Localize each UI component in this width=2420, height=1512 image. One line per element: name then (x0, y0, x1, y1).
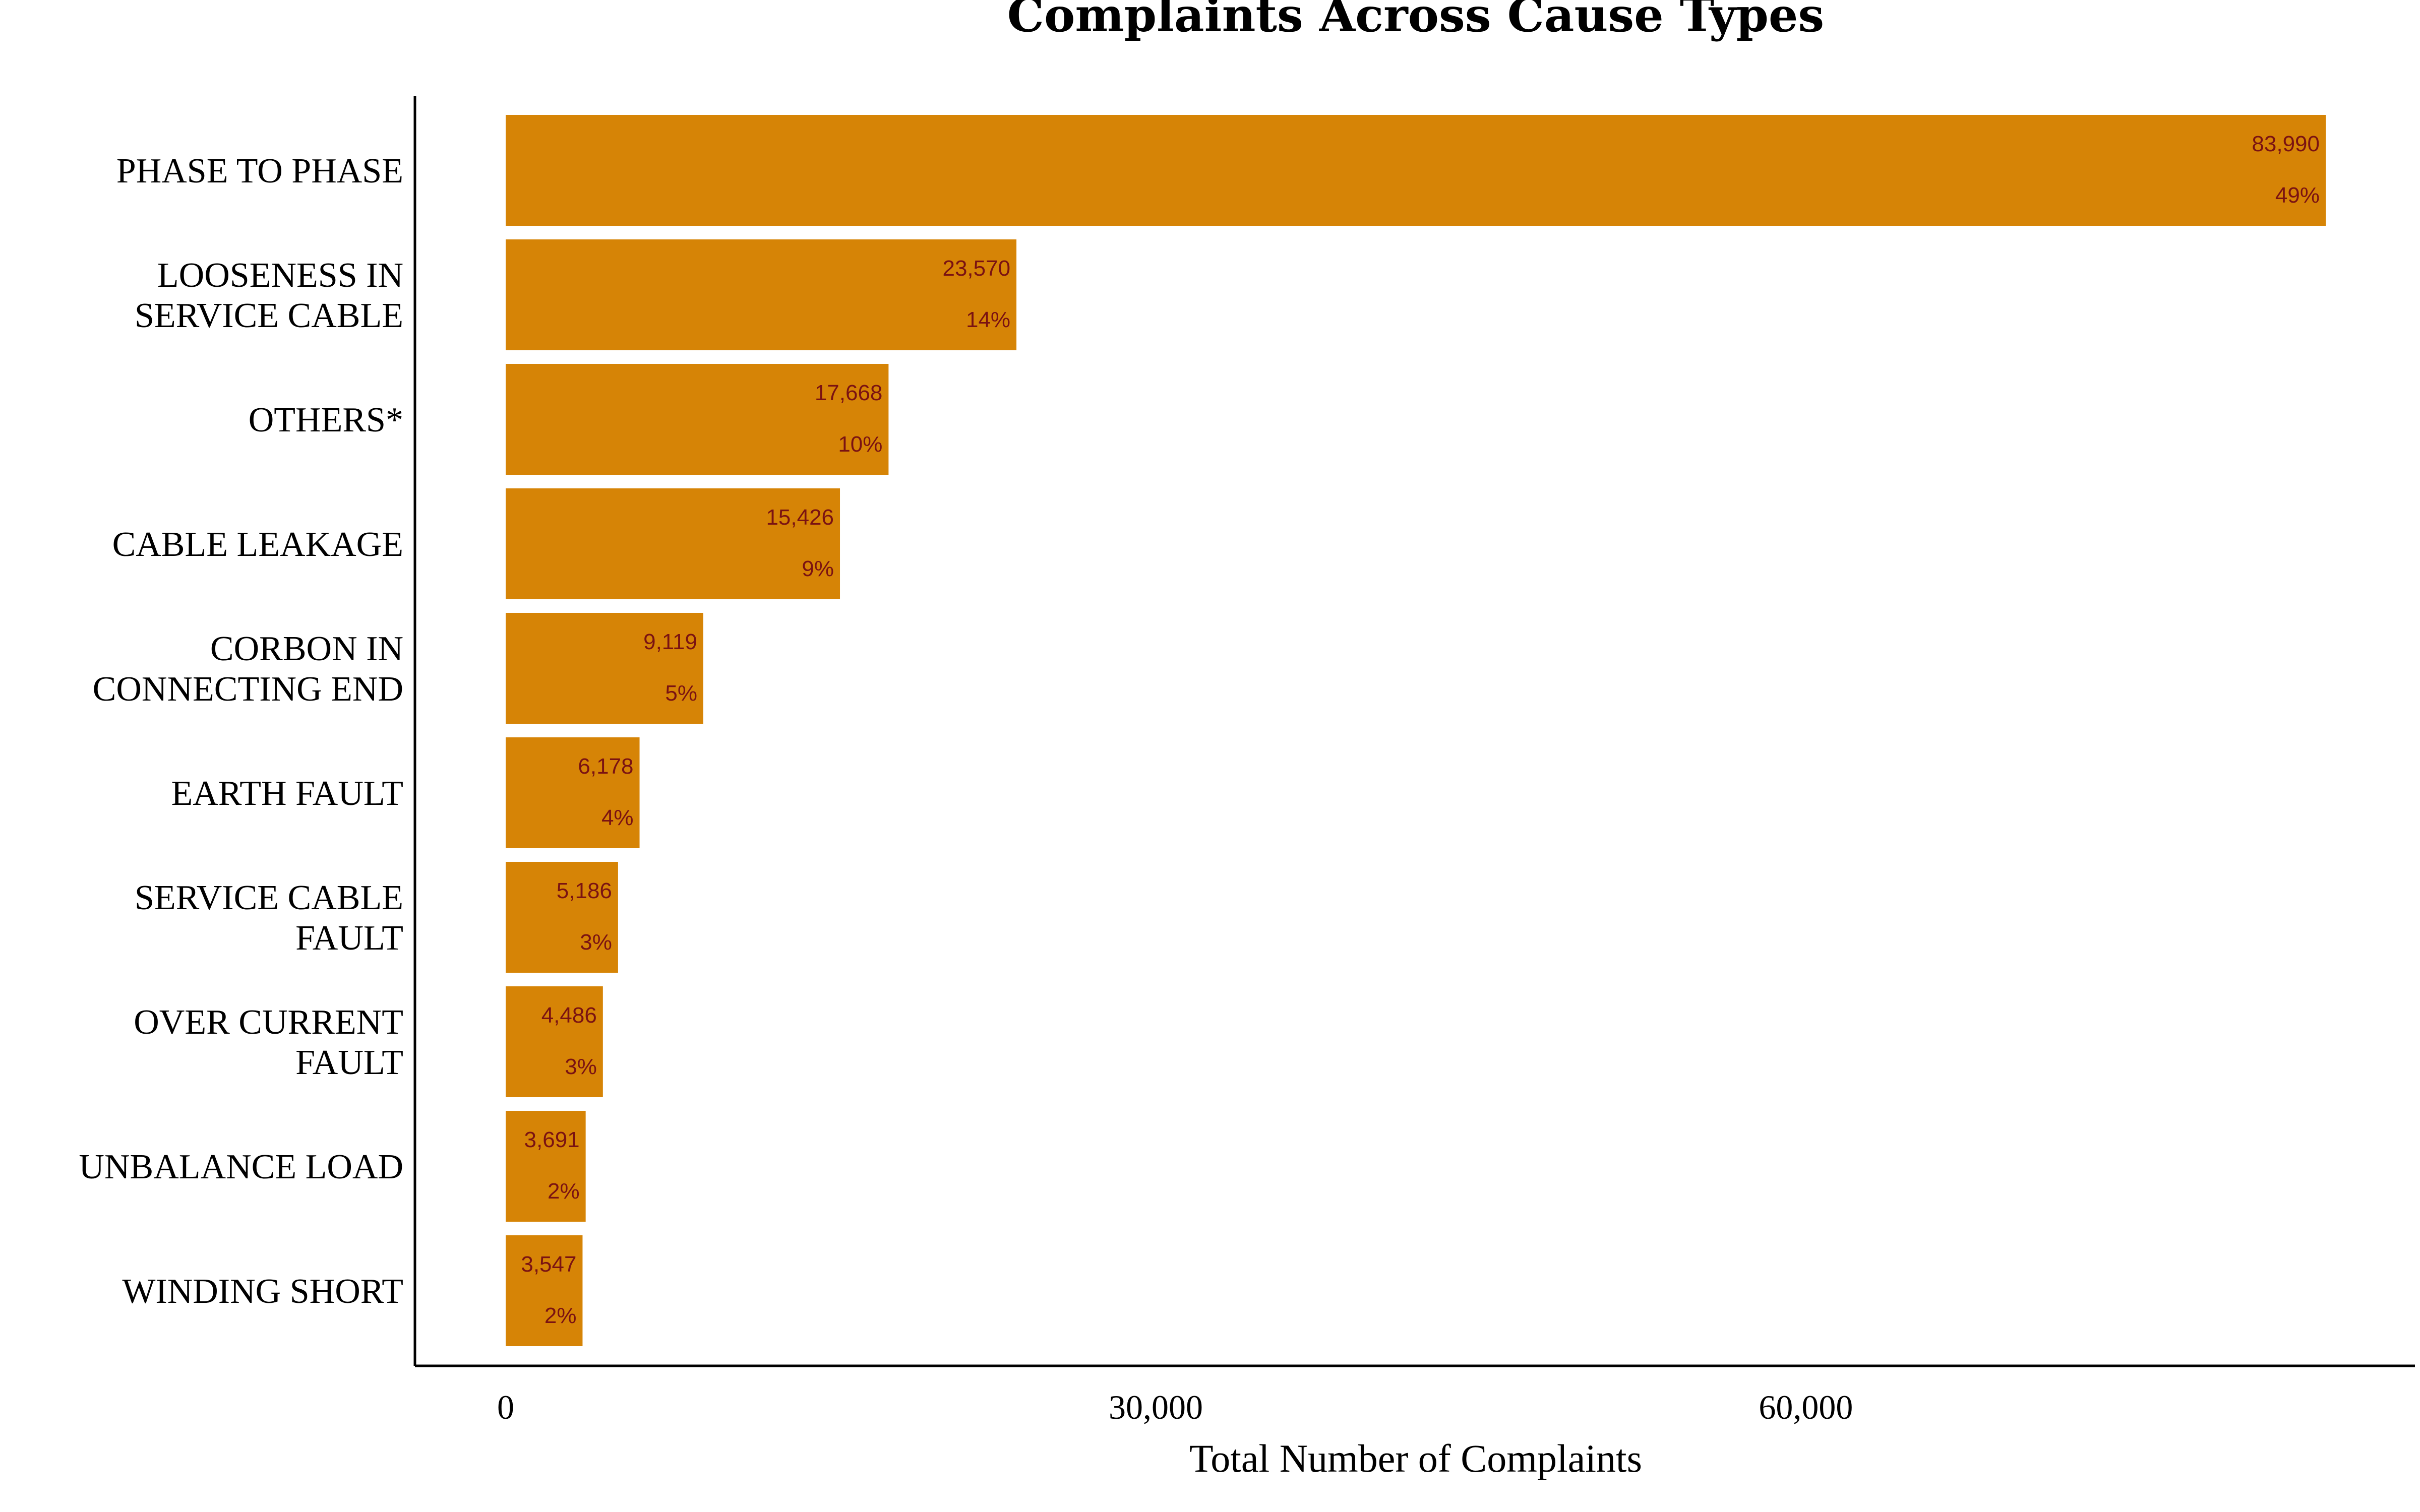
category-label-line: FAULT (295, 919, 403, 958)
category-label-9: WINDING SHORT (122, 1272, 403, 1311)
x-tick-label-0: 0 (497, 1388, 514, 1426)
category-label-line: CONNECTING END (93, 670, 403, 709)
x-tick-label-2: 60,000 (1759, 1388, 1853, 1426)
percent-label-7: 3% (565, 1054, 597, 1079)
bar-1 (506, 239, 1017, 350)
category-label-line: OVER CURRENT (134, 1003, 403, 1042)
bar-9 (506, 1235, 583, 1346)
category-label-line: FAULT (295, 1043, 403, 1082)
category-label-4: CORBON IN CONNECTING END (93, 629, 403, 709)
bar-0 (506, 115, 2326, 226)
bar-3 (506, 488, 840, 599)
bar-7 (506, 986, 603, 1097)
category-label-line: LOOSENESS IN (157, 256, 403, 295)
percent-label-8: 2% (548, 1179, 580, 1204)
percent-label-1: 14% (966, 307, 1010, 332)
percent-label-4: 5% (665, 681, 697, 706)
bar-6 (506, 862, 618, 973)
category-label-3: CABLE LEAKAGE (112, 525, 403, 564)
bar-2 (506, 364, 889, 475)
percent-label-3: 9% (802, 556, 834, 581)
value-label-5: 6,178 (578, 754, 633, 779)
category-label-2: OTHERS* (249, 401, 403, 439)
value-label-7: 4,486 (541, 1003, 597, 1028)
category-label-line: CABLE LEAKAGE (112, 525, 403, 564)
category-label-line: PHASE TO PHASE (116, 152, 403, 191)
bar-4 (506, 613, 703, 724)
x-tick-label-1: 30,000 (1109, 1388, 1203, 1426)
bars-group: 83,990 49% 23,570 14% 17,668 10% 15,426 9% 9,119… (506, 115, 2326, 1346)
category-label-7: OVER CURRENT FAULT (134, 1003, 403, 1082)
category-label-5: EARTH FAULT (171, 774, 403, 813)
value-label-1: 23,570 (942, 256, 1010, 281)
category-label-line: SERVICE CABLE (135, 296, 403, 335)
percent-label-0: 49% (2275, 183, 2320, 208)
x-axis-title: Total Number of Complaints (1189, 1436, 1642, 1480)
percent-label-9: 2% (544, 1303, 577, 1328)
category-label-line: OTHERS* (249, 401, 403, 439)
value-label-0: 83,990 (2252, 132, 2320, 156)
value-label-3: 15,426 (766, 505, 834, 530)
category-label-line: UNBALANCE LOAD (79, 1148, 403, 1186)
value-label-8: 3,691 (524, 1127, 580, 1152)
percent-label-2: 10% (838, 432, 882, 457)
bar-5 (506, 737, 640, 848)
category-label-line: EARTH FAULT (171, 774, 403, 813)
category-label-line: WINDING SHORT (122, 1272, 403, 1311)
category-label-1: LOOSENESS IN SERVICE CABLE (135, 256, 403, 335)
chart-title: Complaints Across Cause Types (1007, 0, 1824, 42)
category-label-line: SERVICE CABLE (135, 878, 403, 917)
percent-label-5: 4% (601, 805, 634, 830)
value-label-4: 9,119 (643, 629, 697, 654)
value-label-9: 3,547 (521, 1252, 576, 1277)
category-label-0: PHASE TO PHASE (116, 152, 403, 191)
category-label-8: UNBALANCE LOAD (79, 1148, 403, 1186)
category-label-line: CORBON IN (210, 629, 403, 668)
category-label-6: SERVICE CABLE FAULT (135, 878, 403, 958)
value-label-6: 5,186 (557, 878, 612, 903)
value-label-2: 17,668 (815, 381, 883, 405)
x-ticks: 0 30,000 60,000 (497, 1388, 1853, 1426)
percent-label-6: 3% (580, 930, 612, 955)
bar-8 (506, 1111, 586, 1222)
